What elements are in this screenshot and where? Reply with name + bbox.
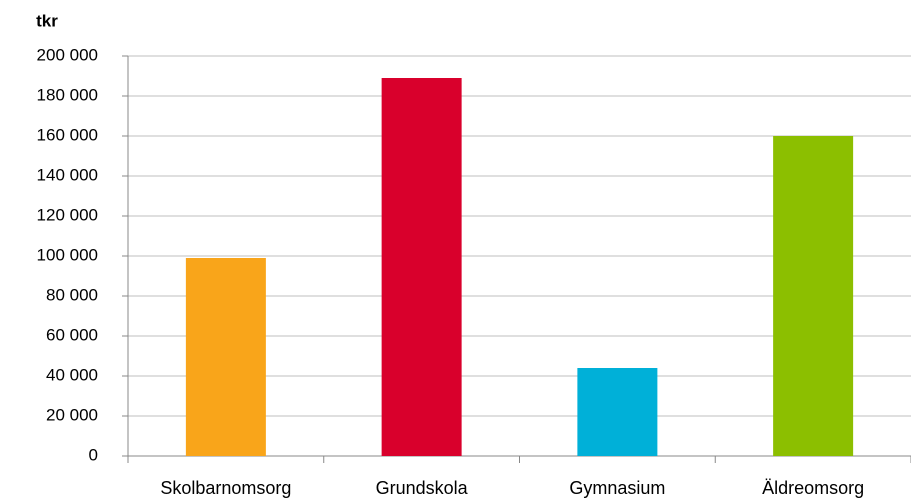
y-tick-label: 100 000	[37, 245, 98, 264]
y-tick-label: 200 000	[37, 45, 98, 64]
y-tick-label: 160 000	[37, 125, 98, 144]
y-tick-label: 180 000	[37, 85, 98, 104]
y-tick-label: 20 000	[46, 405, 98, 424]
bar	[577, 368, 658, 456]
x-tick-label: Skolbarnomsorg	[160, 478, 291, 498]
y-axis-label: tkr	[36, 11, 58, 30]
x-tick-label: Äldreomsorg	[762, 478, 864, 498]
y-tick-label: 80 000	[46, 285, 98, 304]
x-tick-label: Grundskola	[376, 478, 469, 498]
bar	[773, 136, 854, 456]
y-tick-label: 40 000	[46, 365, 98, 384]
y-tick-label: 120 000	[37, 205, 98, 224]
bar	[185, 258, 266, 456]
y-tick-label: 140 000	[37, 165, 98, 184]
y-tick-label: 0	[89, 445, 98, 464]
bar	[381, 78, 462, 456]
y-tick-label: 60 000	[46, 325, 98, 344]
x-tick-label: Gymnasium	[569, 478, 665, 498]
